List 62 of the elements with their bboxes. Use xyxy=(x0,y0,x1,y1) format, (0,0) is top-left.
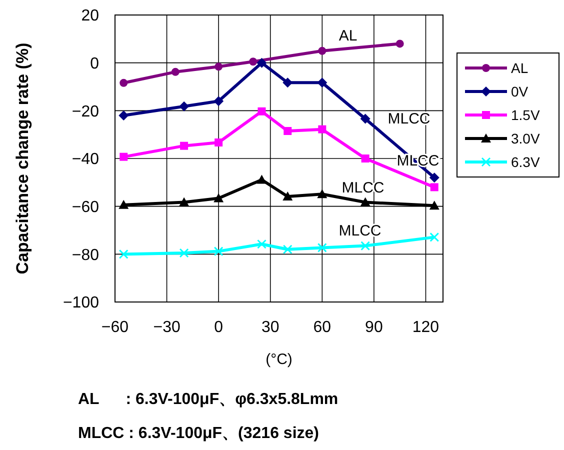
legend-label: AL xyxy=(511,60,528,76)
point xyxy=(256,58,267,68)
point xyxy=(317,189,328,198)
point xyxy=(256,239,266,249)
x-tick-label: 90 xyxy=(365,319,383,336)
point xyxy=(430,232,440,242)
point xyxy=(318,125,326,134)
point xyxy=(361,154,370,162)
point xyxy=(214,62,223,71)
y-tick-label: −80 xyxy=(72,246,100,264)
point xyxy=(282,78,293,88)
x-tick-label: 60 xyxy=(313,319,332,336)
legend-label: 3.0V xyxy=(511,130,540,146)
point xyxy=(118,200,129,209)
point xyxy=(258,107,266,116)
y-axis-title: Capacitance change rate (%) xyxy=(13,42,32,274)
x-tick-label: 0 xyxy=(214,319,224,336)
point xyxy=(171,68,180,76)
text: MLCC : 6.3V-100μF、(3216 size) xyxy=(78,425,319,442)
point xyxy=(396,40,404,48)
point xyxy=(360,114,370,124)
y-tick-label: −60 xyxy=(72,198,100,216)
point xyxy=(118,110,129,120)
point xyxy=(282,192,293,201)
legend-label: 6.3V xyxy=(511,154,540,170)
point xyxy=(360,241,370,251)
point xyxy=(214,193,224,202)
point xyxy=(179,248,189,258)
text: AL : 6.3V-100μF、φ6.3x5.8Lmm xyxy=(78,391,338,408)
y-tick-label: −20 xyxy=(72,103,100,120)
x-tick-label: 120 xyxy=(412,319,440,336)
point xyxy=(430,183,438,192)
x-tick-label: −60 xyxy=(101,319,129,336)
legend-label: 1.5V xyxy=(511,106,540,123)
y-tick-label: 0 xyxy=(90,55,100,72)
point xyxy=(317,242,327,252)
point xyxy=(120,152,128,161)
legend-label: 0V xyxy=(511,83,529,100)
point xyxy=(249,58,258,66)
x-tick-label: 30 xyxy=(261,319,280,336)
point xyxy=(256,174,267,184)
point xyxy=(214,96,224,106)
point xyxy=(282,244,292,254)
annotation: AL xyxy=(338,27,358,44)
point xyxy=(179,101,190,112)
point xyxy=(429,172,440,183)
point xyxy=(120,78,128,87)
point xyxy=(179,197,190,206)
point xyxy=(118,249,128,259)
point xyxy=(429,200,440,210)
point xyxy=(317,78,328,88)
point xyxy=(214,138,223,146)
x-axis-title: (°C) xyxy=(266,351,292,368)
point xyxy=(284,126,292,135)
y-tick-label: −100 xyxy=(62,294,100,312)
point xyxy=(360,197,370,206)
point xyxy=(318,46,326,55)
point xyxy=(180,142,188,150)
point xyxy=(214,246,224,256)
y-tick-label: 20 xyxy=(81,8,100,25)
x-tick-label: −30 xyxy=(153,319,180,336)
y-tick-label: −40 xyxy=(72,151,100,168)
